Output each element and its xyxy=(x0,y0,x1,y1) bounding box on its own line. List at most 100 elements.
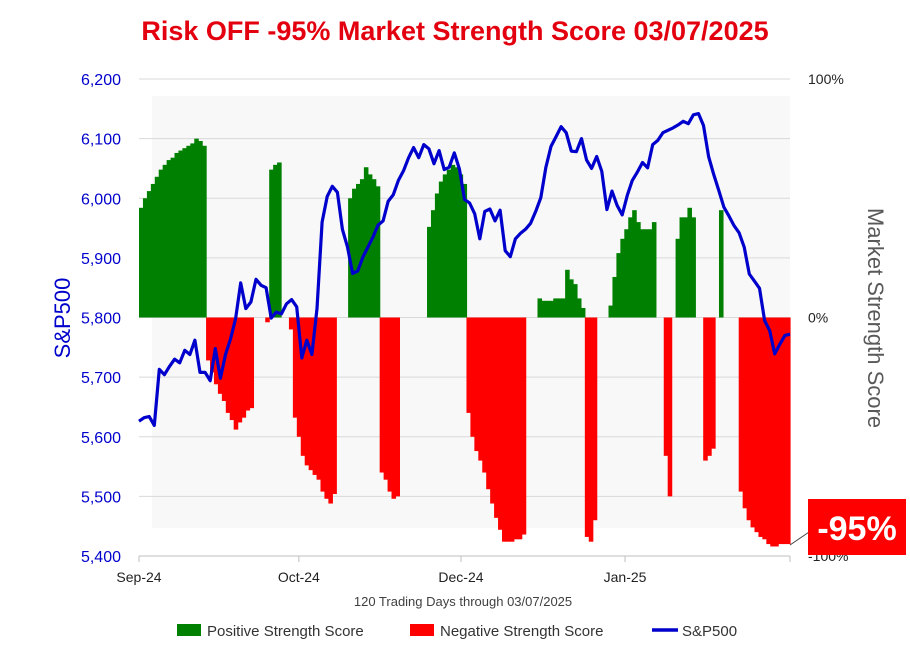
negative-score-bar xyxy=(312,317,318,475)
negative-score-bar xyxy=(470,317,475,437)
positive-score-bar xyxy=(616,253,621,318)
callout-box xyxy=(808,499,906,555)
positive-score-bar xyxy=(427,226,432,318)
positive-score-bar xyxy=(718,210,724,318)
negative-score-bar xyxy=(742,317,748,509)
x-axis-label: 120 Trading Days through 03/07/2025 xyxy=(354,594,572,609)
negative-score-bar xyxy=(513,317,519,540)
positive-score-bar xyxy=(628,217,633,318)
negative-score-bar xyxy=(217,317,223,394)
negative-score-bar xyxy=(588,317,594,542)
y-left-tick-label: 5,800 xyxy=(81,311,121,328)
positive-score-bar xyxy=(450,164,456,318)
negative-score-bar xyxy=(308,317,314,471)
positive-score-bar xyxy=(198,141,203,318)
positive-score-bar xyxy=(565,269,570,318)
negative-score-bar xyxy=(774,317,779,547)
positive-score-bar xyxy=(636,222,641,318)
x-tick-label: Sep-24 xyxy=(116,569,161,585)
y-left-tick-label: 5,600 xyxy=(81,430,121,447)
negative-score-bar xyxy=(592,317,598,521)
positive-score-bar xyxy=(430,210,436,318)
positive-score-bar xyxy=(154,176,160,318)
y-left-tick-label: 6,100 xyxy=(81,132,121,149)
positive-score-bar xyxy=(194,138,199,318)
positive-score-bar xyxy=(190,143,195,318)
positive-score-bar xyxy=(356,183,361,318)
positive-score-bar xyxy=(691,217,696,318)
callout-value: -95% xyxy=(817,510,896,548)
negative-score-bar xyxy=(786,317,791,545)
negative-score-bar xyxy=(770,317,775,547)
negative-score-bar xyxy=(766,317,771,545)
y-axis-right-label: Market Strength Score xyxy=(863,208,888,428)
positive-score-bar xyxy=(139,207,144,318)
negative-score-bar xyxy=(233,317,239,430)
legend-label: Negative Strength Score xyxy=(440,623,603,640)
negative-score-bar xyxy=(750,317,756,528)
sp500-line-group xyxy=(138,111,791,427)
negative-score-bar xyxy=(296,317,302,437)
negative-score-bar xyxy=(225,317,231,413)
negative-score-bar xyxy=(324,317,329,499)
x-tick-label: Oct-24 xyxy=(278,569,320,585)
negative-score-bar xyxy=(482,317,487,473)
negative-score-bar xyxy=(517,317,523,540)
positive-score-bar xyxy=(651,222,657,318)
positive-score-bar xyxy=(573,284,578,318)
positive-score-bar xyxy=(178,150,183,318)
y-right-tick-label: 0% xyxy=(808,310,828,326)
negative-score-bar xyxy=(782,317,787,545)
x-tick-label: Dec-24 xyxy=(438,569,483,585)
negative-score-bar xyxy=(478,317,483,461)
positive-score-bar xyxy=(352,188,357,318)
negative-score-bar xyxy=(663,317,669,456)
positive-score-bar xyxy=(576,298,582,318)
y-left-tick-label: 6,200 xyxy=(81,72,121,89)
x-tick-label: Jan-25 xyxy=(604,569,647,585)
score-bars xyxy=(139,138,791,547)
negative-score-bar xyxy=(711,317,716,449)
positive-score-bar xyxy=(438,181,444,318)
positive-score-bar xyxy=(608,305,614,318)
negative-score-bar xyxy=(316,317,322,480)
negative-score-bar xyxy=(383,317,389,480)
positive-score-bar xyxy=(640,229,645,318)
positive-score-bar xyxy=(182,148,187,318)
positive-score-bar xyxy=(549,300,554,318)
positive-score-bar xyxy=(557,298,562,318)
positive-score-bar xyxy=(553,298,558,318)
positive-score-bar xyxy=(202,145,207,318)
negative-score-bar xyxy=(265,317,270,323)
positive-score-bar xyxy=(142,198,148,318)
positive-score-bar xyxy=(186,145,191,318)
negative-score-bar xyxy=(746,317,752,521)
positive-score-bar xyxy=(269,169,274,318)
positive-score-bar xyxy=(620,238,625,318)
positive-score-bar xyxy=(363,167,369,318)
positive-score-bar xyxy=(541,300,546,318)
positive-score-bar xyxy=(632,210,637,318)
positive-score-bar xyxy=(569,279,574,318)
positive-score-bar xyxy=(371,179,377,318)
negative-score-bar xyxy=(584,317,590,537)
negative-score-bar xyxy=(304,317,310,466)
negative-score-bar xyxy=(738,317,744,492)
positive-score-bar xyxy=(687,207,692,318)
negative-score-bar xyxy=(391,317,397,499)
negative-score-bar xyxy=(395,317,400,497)
positive-score-bar xyxy=(375,186,381,318)
positive-score-bar xyxy=(679,217,685,318)
negative-score-bar xyxy=(758,317,763,537)
positive-score-bar xyxy=(580,307,586,318)
positive-score-bar xyxy=(442,174,448,318)
y-left-tick-label: 5,700 xyxy=(81,370,121,387)
positive-score-bar xyxy=(359,179,365,318)
negative-score-bar xyxy=(494,317,499,518)
positive-score-bar xyxy=(675,238,681,318)
y-left-tick-label: 6,000 xyxy=(81,191,121,208)
negative-score-bar xyxy=(206,317,211,361)
negative-score-bar xyxy=(762,317,767,540)
negative-score-bar xyxy=(288,317,294,330)
